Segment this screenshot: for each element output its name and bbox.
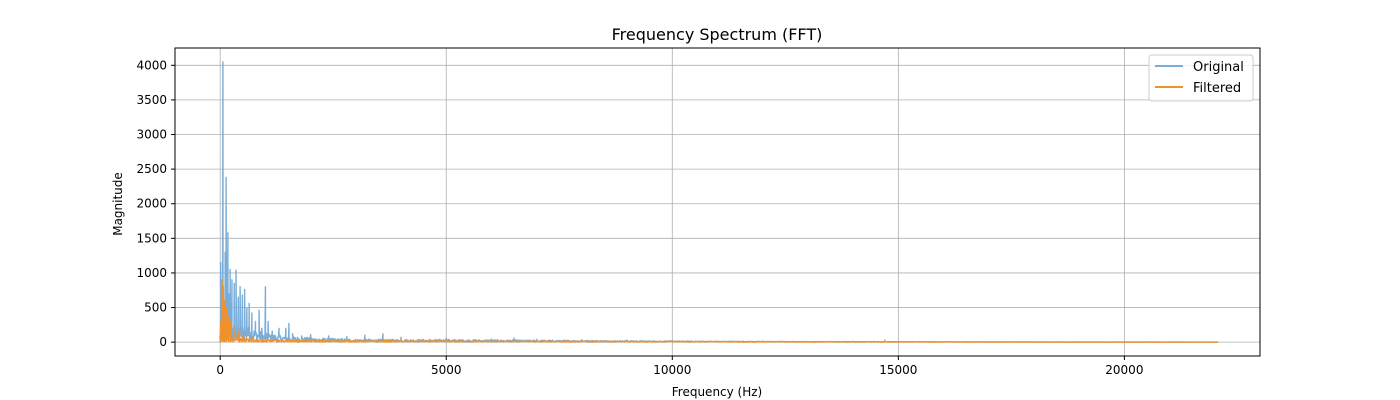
y-tick-label: 0 bbox=[159, 335, 167, 349]
legend: Original Filtered bbox=[1148, 54, 1254, 102]
legend-label-original: Original bbox=[1193, 60, 1244, 75]
y-tick-label: 1000 bbox=[136, 266, 167, 280]
legend-label-filtered: Filtered bbox=[1193, 81, 1241, 96]
x-tick-label: 5000 bbox=[431, 363, 462, 377]
y-tick-label: 500 bbox=[144, 301, 167, 315]
y-tick-label: 3500 bbox=[136, 93, 167, 107]
series-group bbox=[219, 61, 1219, 343]
x-tick-label: 15000 bbox=[879, 363, 917, 377]
x-axis-ticks: 0 5000 10000 15000 20000 bbox=[216, 356, 1143, 377]
y-tick-label: 4000 bbox=[136, 58, 167, 72]
y-tick-label: 3000 bbox=[136, 128, 167, 142]
y-tick-label: 1500 bbox=[136, 231, 167, 245]
chart-title: Frequency Spectrum (FFT) bbox=[612, 25, 823, 44]
grid-lines bbox=[175, 48, 1260, 356]
y-axis-title: Magnitude bbox=[111, 172, 125, 236]
y-tick-label: 2500 bbox=[136, 162, 167, 176]
x-tick-label: 10000 bbox=[653, 363, 691, 377]
y-tick-label: 2000 bbox=[136, 197, 167, 211]
x-tick-label: 20000 bbox=[1105, 363, 1143, 377]
x-axis-title: Frequency (Hz) bbox=[672, 385, 763, 399]
axes-frame bbox=[174, 47, 1261, 357]
x-tick-label: 0 bbox=[216, 363, 224, 377]
y-axis-ticks: 0 500 1000 1500 2000 2500 3000 3500 4000 bbox=[136, 58, 175, 349]
series-line-filtered bbox=[219, 279, 1219, 343]
